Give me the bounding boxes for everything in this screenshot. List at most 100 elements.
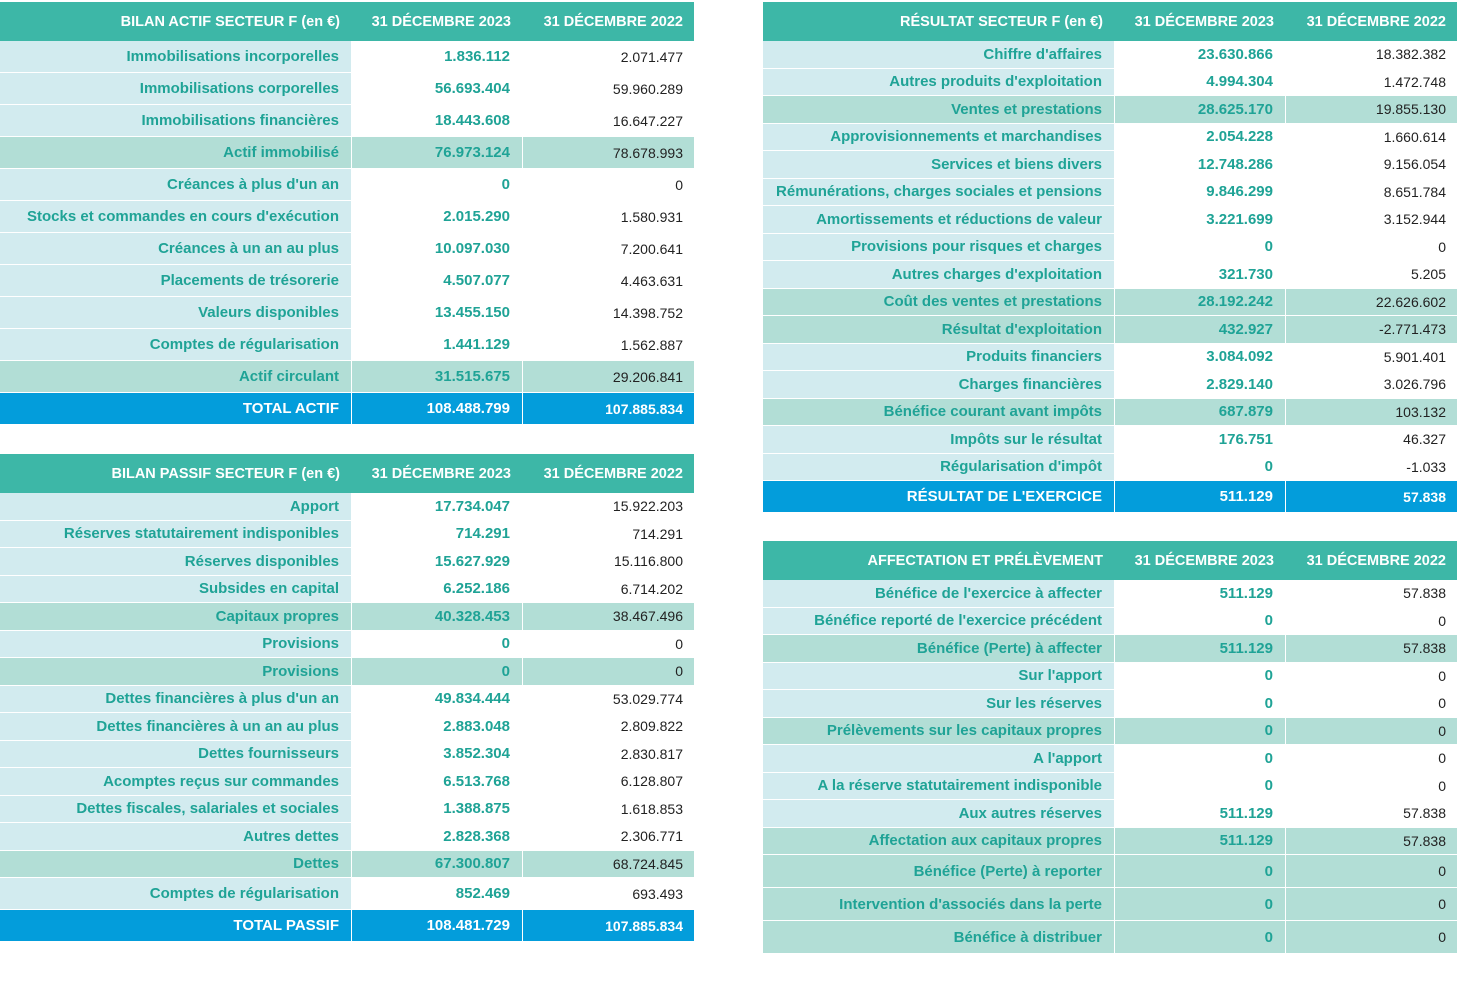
value-2022: 57.838 [1286,481,1457,512]
table-row: Subsides en capital 6.252.186 6.714.202 [0,575,694,603]
value-2023: 15.627.929 [352,548,523,575]
value-2023: 1.441.129 [352,329,523,360]
value-2022: 14.398.752 [523,297,694,328]
row-label: TOTAL PASSIF [0,910,352,941]
row-label: Réserves disponibles [0,548,352,575]
bilan-actif-header: BILAN ACTIF SECTEUR F (en €) 31 DÉCEMBRE… [0,2,694,41]
value-2023: 511.129 [1115,800,1286,827]
row-label: Bénéfice de l'exercice à affecter [763,580,1115,607]
value-2022: 2.306.771 [523,823,694,850]
row-label: Régularisation d'impôt [763,453,1115,480]
value-2022: 57.838 [1286,800,1457,827]
subtotal-row: Intervention d'associés dans la perte 0 0 [763,888,1457,921]
table-row: Approvisionnements et marchandises 2.054.… [763,123,1457,151]
row-label: Réserves statutairement indisponibles [0,520,352,547]
row-label: Immobilisations corporelles [0,73,352,104]
table-row: Comptes de régularisation 1.441.129 1.562.… [0,329,694,361]
value-2022: 693.493 [523,878,694,909]
value-2022: 0 [1286,233,1457,260]
row-label: Autres charges d'exploitation [763,261,1115,288]
subtotal-row: Affectation aux capitaux propres 511.129 5… [763,827,1457,855]
bilan-actif-title: BILAN ACTIF SECTEUR F (en €) [0,2,352,41]
row-label: Apport [0,493,352,520]
value-2023: 56.693.404 [352,73,523,104]
row-label: A l'apport [763,745,1115,772]
resultat-table: RÉSULTAT SECTEUR F (en €) 31 DÉCEMBRE 20… [763,2,1457,513]
value-2023: 108.488.799 [352,393,523,424]
value-2022: -2.771.473 [1286,316,1457,343]
subtotal-row: Provisions 0 0 [0,658,694,686]
col-2022-header: 31 DÉCEMBRE 2022 [523,2,694,41]
value-2023: 432.927 [1115,316,1286,343]
value-2022: 2.071.477 [523,41,694,72]
value-2023: 3.084.092 [1115,343,1286,370]
value-2022: 0 [1286,855,1457,887]
value-2023: 321.730 [1115,261,1286,288]
total-row: RÉSULTAT DE L'EXERCICE 511.129 57.838 [763,481,1457,513]
value-2022: 53.029.774 [523,685,694,712]
col-2023-header: 31 DÉCEMBRE 2023 [352,2,523,41]
bilan-actif-body: Immobilisations incorporelles 1.836.112 2.… [0,41,694,425]
value-2022: 0 [1286,662,1457,689]
table-row: Aux autres réserves 511.129 57.838 [763,800,1457,828]
col-2022-header: 31 DÉCEMBRE 2022 [523,454,694,493]
table-row: A l'apport 0 0 [763,745,1457,773]
row-label: Autres dettes [0,823,352,850]
value-2023: 687.879 [1115,398,1286,425]
subtotal-row: Dettes 67.300.807 68.724.845 [0,850,694,878]
resultat-title: RÉSULTAT SECTEUR F (en €) [763,2,1115,41]
table-row: Provisions 0 0 [0,630,694,658]
value-2022: 0 [1286,607,1457,634]
value-2023: 0 [352,169,523,200]
value-2022: 1.660.614 [1286,123,1457,150]
subtotal-row: Bénéfice courant avant impôts 687.879 103.… [763,398,1457,426]
value-2022: 2.830.817 [523,740,694,767]
subtotal-row: Bénéfice (Perte) à affecter 511.129 57.838 [763,635,1457,663]
table-row: Autres dettes 2.828.368 2.306.771 [0,823,694,851]
value-2023: 2.054.228 [1115,123,1286,150]
table-row: Dettes financières à plus d'un an 49.834.… [0,685,694,713]
value-2023: 28.625.170 [1115,96,1286,123]
value-2022: 5.205 [1286,261,1457,288]
value-2022: 15.922.203 [523,493,694,520]
value-2022: 18.382.382 [1286,41,1457,68]
table-row: Produits financiers 3.084.092 5.901.401 [763,343,1457,371]
row-label: TOTAL ACTIF [0,393,352,424]
table-row: Dettes financières à un an au plus 2.883.… [0,713,694,741]
value-2023: 67.300.807 [352,850,523,877]
value-2023: 4.507.077 [352,265,523,296]
affectation-title: AFFECTATION ET PRÉLÈVEMENT [763,541,1115,580]
value-2022: 57.838 [1286,580,1457,607]
value-2022: 15.116.800 [523,548,694,575]
value-2022: 22.626.602 [1286,288,1457,315]
resultat-header: RÉSULTAT SECTEUR F (en €) 31 DÉCEMBRE 20… [763,2,1457,41]
table-row: Immobilisations corporelles 56.693.404 59.… [0,73,694,105]
value-2022: 0 [523,169,694,200]
col-2022-header: 31 DÉCEMBRE 2022 [1286,2,1457,41]
row-label: Provisions [0,658,352,685]
table-row: Sur l'apport 0 0 [763,662,1457,690]
value-2022: 0 [1286,921,1457,953]
value-2022: 0 [1286,772,1457,799]
value-2022: 0 [523,630,694,657]
row-label: Sur les réserves [763,690,1115,717]
value-2022: 107.885.834 [523,910,694,941]
resultat-body: Chiffre d'affaires 23.630.866 18.382.382 Au… [763,41,1457,513]
table-row: Bénéfice de l'exercice à affecter 511.129… [763,580,1457,608]
table-row: Autres produits d'exploitation 4.994.304 1… [763,68,1457,96]
value-2022: 1.580.931 [523,201,694,232]
col-2022-header: 31 DÉCEMBRE 2022 [1286,541,1457,580]
subtotal-row: Actif immobilisé 76.973.124 78.678.993 [0,137,694,169]
subtotal-row: Bénéfice à distribuer 0 0 [763,921,1457,954]
row-label: Comptes de régularisation [0,878,352,909]
table-row: Sur les réserves 0 0 [763,690,1457,718]
subtotal-row: Ventes et prestations 28.625.170 19.855.13… [763,96,1457,124]
row-label: Amortissements et réductions de valeur [763,206,1115,233]
value-2022: 0 [1286,745,1457,772]
subtotal-row: Prélèvements sur les capitaux propres 0 0 [763,717,1457,745]
table-row: Stocks et commandes en cours d'exécution… [0,201,694,233]
value-2023: 6.513.768 [352,768,523,795]
value-2022: 4.463.631 [523,265,694,296]
row-label: Rémunérations, charges sociales et pensi… [763,178,1115,205]
value-2023: 108.481.729 [352,910,523,941]
